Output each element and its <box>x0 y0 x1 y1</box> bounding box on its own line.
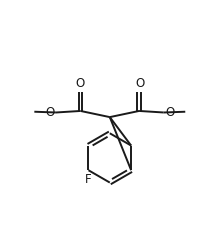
Text: O: O <box>135 77 144 90</box>
Text: F: F <box>85 173 92 186</box>
Text: O: O <box>75 77 84 90</box>
Text: O: O <box>45 106 54 119</box>
Text: O: O <box>165 106 175 119</box>
